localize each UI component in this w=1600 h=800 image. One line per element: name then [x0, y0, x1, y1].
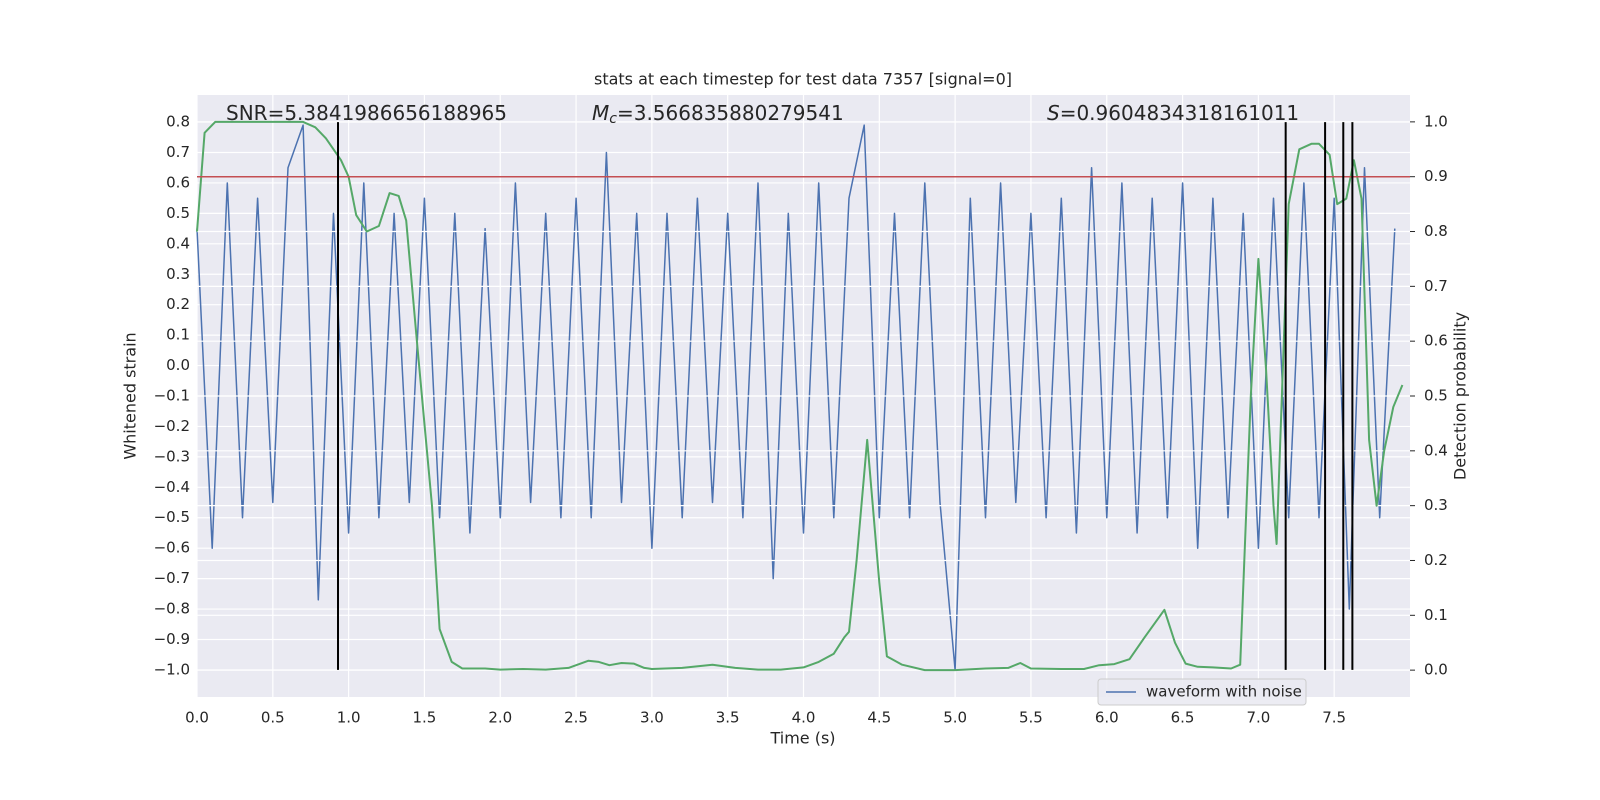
- y-tick-label: 0.3: [166, 265, 190, 283]
- x-tick-label: 1.5: [413, 709, 437, 727]
- y-tick-label: 0.1: [166, 326, 190, 344]
- y-tick-label: 0.7: [166, 143, 190, 161]
- y2-tick-label: 0.7: [1424, 277, 1448, 295]
- x-tick-label: 2.0: [488, 709, 512, 727]
- x-tick-label: 0.5: [261, 709, 285, 727]
- y2-tick-label: 1.0: [1424, 112, 1448, 130]
- legend-label: waveform with noise: [1146, 683, 1302, 701]
- y2-tick-label: 0.2: [1424, 551, 1448, 569]
- y-tick-label: 0.8: [166, 113, 190, 131]
- y2-tick-label: 0.8: [1424, 222, 1448, 240]
- annotation-label: SNR: [226, 101, 268, 125]
- y-tick-label: −0.6: [154, 539, 190, 557]
- y2-tick-label: 0.6: [1424, 332, 1448, 350]
- y-tick-label: 0.6: [166, 173, 190, 191]
- x-tick-label: 1.0: [337, 709, 361, 727]
- x-tick-label: 2.5: [564, 709, 588, 727]
- x-tick-label: 6.5: [1171, 709, 1195, 727]
- y-tick-label: −0.9: [154, 630, 190, 648]
- annotation-label: S: [1047, 101, 1060, 125]
- y2-axis-label: Detection probability: [1451, 312, 1470, 480]
- annotation: S=0.9604834318161011: [1047, 101, 1299, 125]
- x-tick-label: 0.0: [185, 709, 209, 727]
- y2-tick-label: 0.5: [1424, 387, 1448, 405]
- y2-tick-label: 0.9: [1424, 167, 1448, 185]
- y-tick-label: −0.7: [154, 569, 190, 587]
- x-tick-label: 7.0: [1246, 709, 1270, 727]
- chart-title: stats at each timestep for test data 735…: [594, 70, 1012, 89]
- x-tick-label: 7.5: [1322, 709, 1346, 727]
- x-tick-label: 4.0: [792, 709, 816, 727]
- annotation: Mc=3.566835880279541: [592, 101, 844, 128]
- y-tick-label: −0.4: [154, 478, 190, 496]
- y-tick-label: −0.3: [154, 447, 190, 465]
- x-tick-label: 5.0: [943, 709, 967, 727]
- legend-box: [1097, 678, 1307, 706]
- y2-tick-label: 0.1: [1424, 606, 1448, 624]
- y-tick-label: −0.2: [154, 417, 190, 435]
- annotation-subscript: c: [609, 111, 617, 127]
- y-tick-label: 0.5: [166, 204, 190, 222]
- series-line: [196, 120, 1404, 672]
- x-tick-label: 6.0: [1095, 709, 1119, 727]
- annotation-label: M: [592, 101, 609, 125]
- annotation-value: =3.566835880279541: [617, 101, 844, 125]
- annotation-value: =0.9604834318161011: [1060, 101, 1299, 125]
- x-tick-label: 3.5: [716, 709, 740, 727]
- y-tick-label: −0.8: [154, 600, 190, 618]
- y-tick-label: 0.4: [166, 234, 190, 252]
- x-tick-label: 4.5: [867, 709, 891, 727]
- y-tick-label: −0.5: [154, 508, 190, 526]
- x-tick-label: 5.5: [1019, 709, 1043, 727]
- y-tick-label: 0.2: [166, 295, 190, 313]
- annotation: SNR=5.3841986656188965: [226, 101, 507, 125]
- y2-tick-label: 0.0: [1424, 661, 1448, 679]
- y2-tick-label: 0.4: [1424, 441, 1448, 459]
- y-tick-label: 0.0: [166, 356, 190, 374]
- y-axis-label: Whitened strain: [121, 332, 140, 459]
- x-tick-label: 3.0: [640, 709, 664, 727]
- y2-tick-label: 0.3: [1424, 496, 1448, 514]
- y-tick-label: −1.0: [154, 660, 190, 678]
- x-axis-label: Time (s): [769, 729, 835, 748]
- y-tick-label: −0.1: [154, 387, 190, 405]
- series-line: [196, 124, 1396, 671]
- annotation-value: =5.3841986656188965: [268, 101, 507, 125]
